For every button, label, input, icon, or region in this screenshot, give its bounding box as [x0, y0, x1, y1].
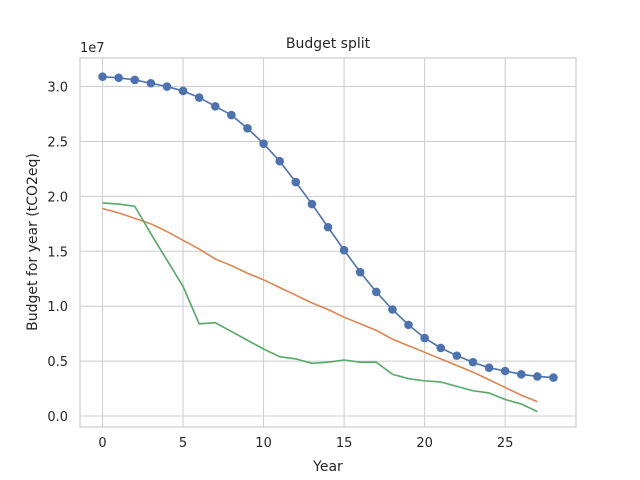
y-tick-label: 2.0: [47, 190, 68, 205]
y-tick-label: 1.0: [47, 300, 68, 315]
x-tick-label: 10: [255, 436, 272, 451]
series-1-point: [500, 366, 510, 376]
series-1-point: [484, 363, 494, 373]
y-gridlines: [80, 86, 576, 417]
series-1-point: [388, 305, 397, 314]
series-layer: [98, 72, 558, 413]
series-1-point: [146, 78, 156, 88]
series-1-point: [130, 75, 140, 85]
x-gridlines: [102, 58, 506, 427]
series-1-point: [194, 93, 204, 102]
y-tick-label: 0.0: [47, 410, 68, 425]
x-tick-label: 15: [336, 436, 353, 451]
series-line-3: [102, 202, 538, 413]
series-1-point: [516, 369, 526, 379]
y-tick-label: 2.5: [47, 135, 68, 150]
series-1-point: [404, 320, 413, 330]
series-1-point: [291, 177, 301, 187]
chart-title: Budget split: [286, 36, 371, 52]
x-tick-label: 20: [416, 436, 433, 451]
y-tick-label: 1.5: [47, 245, 68, 260]
series-line-2: [102, 207, 538, 403]
x-tick-labels: 0 5 10 15 20 25: [98, 436, 513, 451]
y-axis-label: Budget for year (tCO2eq): [25, 153, 41, 331]
series-1-point: [98, 72, 107, 81]
y-axis-offset-label: 1e7: [80, 41, 105, 56]
series-1-point: [162, 82, 172, 91]
series-1-point: [436, 343, 446, 353]
series-1-point: [178, 86, 188, 96]
series-1-point: [227, 110, 236, 120]
y-tick-labels: 0.0 0.5 1.0 1.5 2.0 2.5 3.0: [47, 81, 68, 425]
plot-frame: [79, 57, 577, 428]
y-tick-label: 0.5: [47, 355, 68, 370]
x-axis-label: Year: [312, 459, 343, 475]
x-tick-label: 0: [98, 436, 106, 451]
series-1-point: [259, 139, 268, 148]
grid: [80, 58, 576, 427]
series-1-point: [307, 199, 317, 209]
series-1-point: [452, 351, 462, 360]
series-1-point: [323, 222, 333, 232]
series-1-point: [549, 373, 558, 382]
series-1-point: [355, 267, 365, 277]
x-tick-label: 5: [179, 436, 187, 451]
series-1-point: [243, 123, 252, 133]
series-1-point: [275, 156, 284, 166]
x-tick-label: 25: [497, 436, 514, 451]
series-1-point: [533, 372, 542, 381]
y-tick-label: 3.0: [47, 81, 68, 96]
series-1-point: [420, 333, 429, 343]
series-1-point: [114, 73, 123, 83]
series-1-point: [339, 245, 349, 255]
series-1-point: [372, 287, 381, 297]
series-1-point: [468, 357, 478, 367]
series-1-point: [210, 102, 220, 111]
